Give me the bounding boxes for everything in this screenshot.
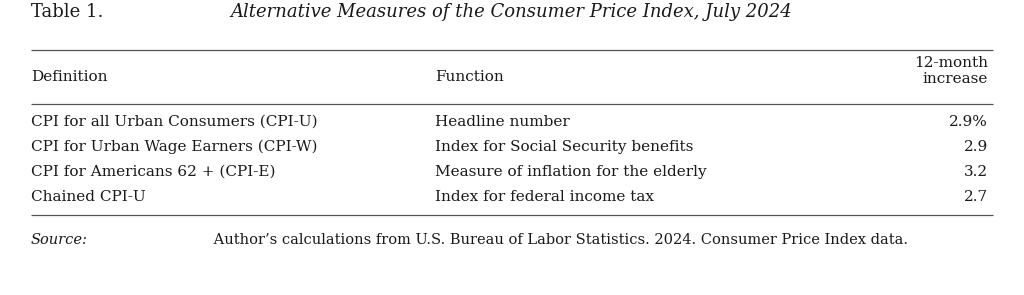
Text: Alternative Measures of the Consumer Price Index, July 2024: Alternative Measures of the Consumer Pri… (230, 3, 792, 21)
Text: CPI for Urban Wage Earners (CPI-W): CPI for Urban Wage Earners (CPI-W) (31, 140, 317, 154)
Text: 2.9%: 2.9% (949, 115, 988, 129)
Text: CPI for Americans 62 + (CPI-E): CPI for Americans 62 + (CPI-E) (31, 165, 275, 179)
Text: Headline number: Headline number (435, 115, 570, 129)
Text: increase: increase (923, 72, 988, 86)
Text: Index for Social Security benefits: Index for Social Security benefits (435, 140, 693, 154)
Text: Table 1.: Table 1. (31, 3, 109, 21)
Text: 3.2: 3.2 (964, 165, 988, 179)
Text: 2.9: 2.9 (964, 140, 988, 154)
Text: Index for federal income tax: Index for federal income tax (435, 190, 654, 204)
Text: CPI for all Urban Consumers (CPI-U): CPI for all Urban Consumers (CPI-U) (31, 115, 317, 129)
Text: Source:: Source: (31, 233, 88, 247)
Text: Measure of inflation for the elderly: Measure of inflation for the elderly (435, 165, 707, 179)
Text: Function: Function (435, 70, 504, 84)
Text: Author’s calculations from U.S. Bureau of Labor Statistics. 2024. Consumer Price: Author’s calculations from U.S. Bureau o… (209, 233, 907, 247)
Text: Definition: Definition (31, 70, 108, 84)
Text: Chained CPI-U: Chained CPI-U (31, 190, 145, 204)
Text: 12-month: 12-month (914, 56, 988, 70)
Text: 2.7: 2.7 (964, 190, 988, 204)
